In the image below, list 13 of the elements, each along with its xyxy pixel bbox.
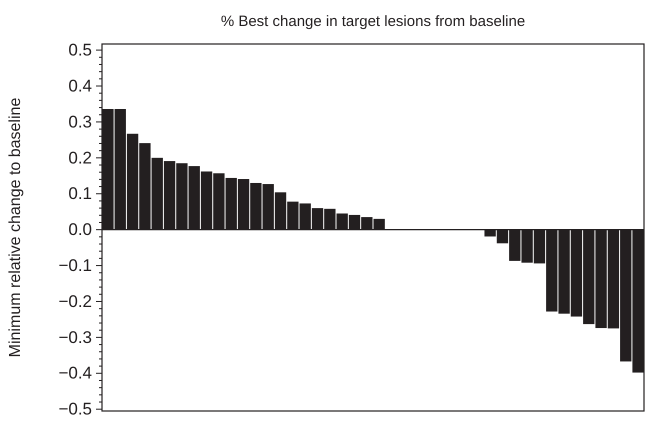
y-tick-label: −0.2 [58,292,92,311]
y-tick-label: 0.1 [68,184,92,204]
chart-title: % Best change in target lesions from baseline [220,13,526,30]
y-tick-label: −0.5 [58,400,92,419]
y-tick-label: −0.4 [58,364,92,383]
y-tick-label: −0.3 [58,328,92,347]
y-tick-label: 0.5 [68,40,92,60]
y-axis-title: Minimum relative change to baseline [7,98,24,358]
y-tick-label: 0.2 [68,148,92,168]
y-tick-label: 0.4 [68,76,92,96]
y-tick-label: 0.0 [68,220,92,240]
y-tick-label: −0.1 [58,256,92,276]
y-tick-label: 0.3 [68,112,92,132]
